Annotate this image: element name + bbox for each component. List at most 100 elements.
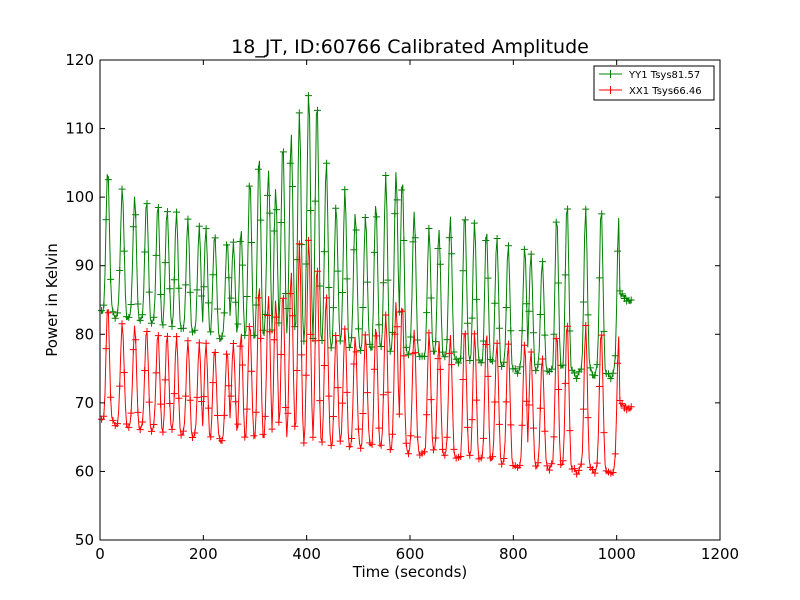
data-point [370,365,378,373]
data-point [143,200,151,208]
data-point [341,325,349,333]
data-point [448,250,456,258]
data-point [600,327,608,335]
data-point [375,321,383,329]
data-point [352,348,360,356]
data-point [182,392,190,400]
data-point [364,389,372,397]
data-point [577,460,585,468]
data-point [375,424,383,432]
data-point [277,351,285,359]
data-point [520,341,528,349]
data-point [236,342,244,350]
data-point [545,466,553,474]
data-point [561,379,569,387]
data-point [548,460,556,468]
data-point [404,450,412,458]
data-point [136,316,144,324]
data-point [554,385,562,393]
data-point [527,250,535,258]
data-point [468,314,476,322]
data-point [339,399,347,407]
data-point [336,337,344,345]
data-point [605,370,613,378]
data-point [498,362,506,370]
data-point [257,334,265,342]
data-point [223,350,231,358]
data-point [238,261,246,269]
x-axis-label: Time (seconds) [352,563,468,581]
data-point [420,352,428,360]
data-point [304,92,312,100]
data-point [286,290,294,298]
data-point [361,331,369,339]
data-point [234,420,242,428]
data-point [491,299,499,307]
data-point [373,213,381,221]
data-point [518,421,526,429]
data-point [154,203,162,211]
data-point [414,336,422,344]
data-point [359,303,367,311]
data-point [507,421,515,429]
data-point [516,461,524,469]
data-point [245,323,253,331]
data-point [329,304,337,312]
data-point [552,335,560,343]
data-point [138,311,146,319]
data-point [232,398,240,406]
data-point [391,210,399,218]
data-point [213,305,221,313]
data-point [504,340,512,348]
data-point [113,420,121,428]
data-point [445,234,453,242]
data-point [511,365,519,373]
data-point [618,400,626,408]
data-point [232,298,240,306]
data-point [143,327,151,335]
data-point [159,321,167,329]
data-point [573,470,581,478]
data-point [195,339,203,347]
data-point [136,426,144,434]
data-point [266,209,274,217]
data-point [182,281,190,289]
data-point [107,275,115,283]
data-point [493,234,501,242]
data-point [414,433,422,441]
data-point [250,331,258,339]
data-point [598,210,606,218]
data-point [386,446,394,454]
data-point [125,313,133,321]
data-point [236,237,244,245]
data-point [316,397,324,405]
data-point [113,309,121,317]
data-point [116,266,124,274]
data-point [536,404,544,412]
y-axis-label: Power in Kelvin [43,243,61,357]
data-point [166,399,174,407]
data-point [595,274,603,282]
data-point [109,416,117,424]
data-point [332,332,340,340]
data-point [461,216,469,224]
data-point [398,186,406,194]
data-point [270,336,278,344]
data-point [473,295,481,303]
data-point [300,439,308,447]
data-point [441,353,449,361]
data-point [420,448,428,456]
data-point [398,307,406,315]
y-tick-label: 70 [75,394,94,412]
data-point [104,176,112,184]
x-tick-label: 1200 [701,545,739,563]
data-point [584,311,592,319]
data-point [427,294,435,302]
data-point [543,462,551,470]
data-point [298,351,306,359]
data-point [311,197,319,205]
data-point [482,340,490,348]
data-point [318,438,326,446]
series-markers-yy1 [98,92,635,383]
data-point [423,411,431,419]
